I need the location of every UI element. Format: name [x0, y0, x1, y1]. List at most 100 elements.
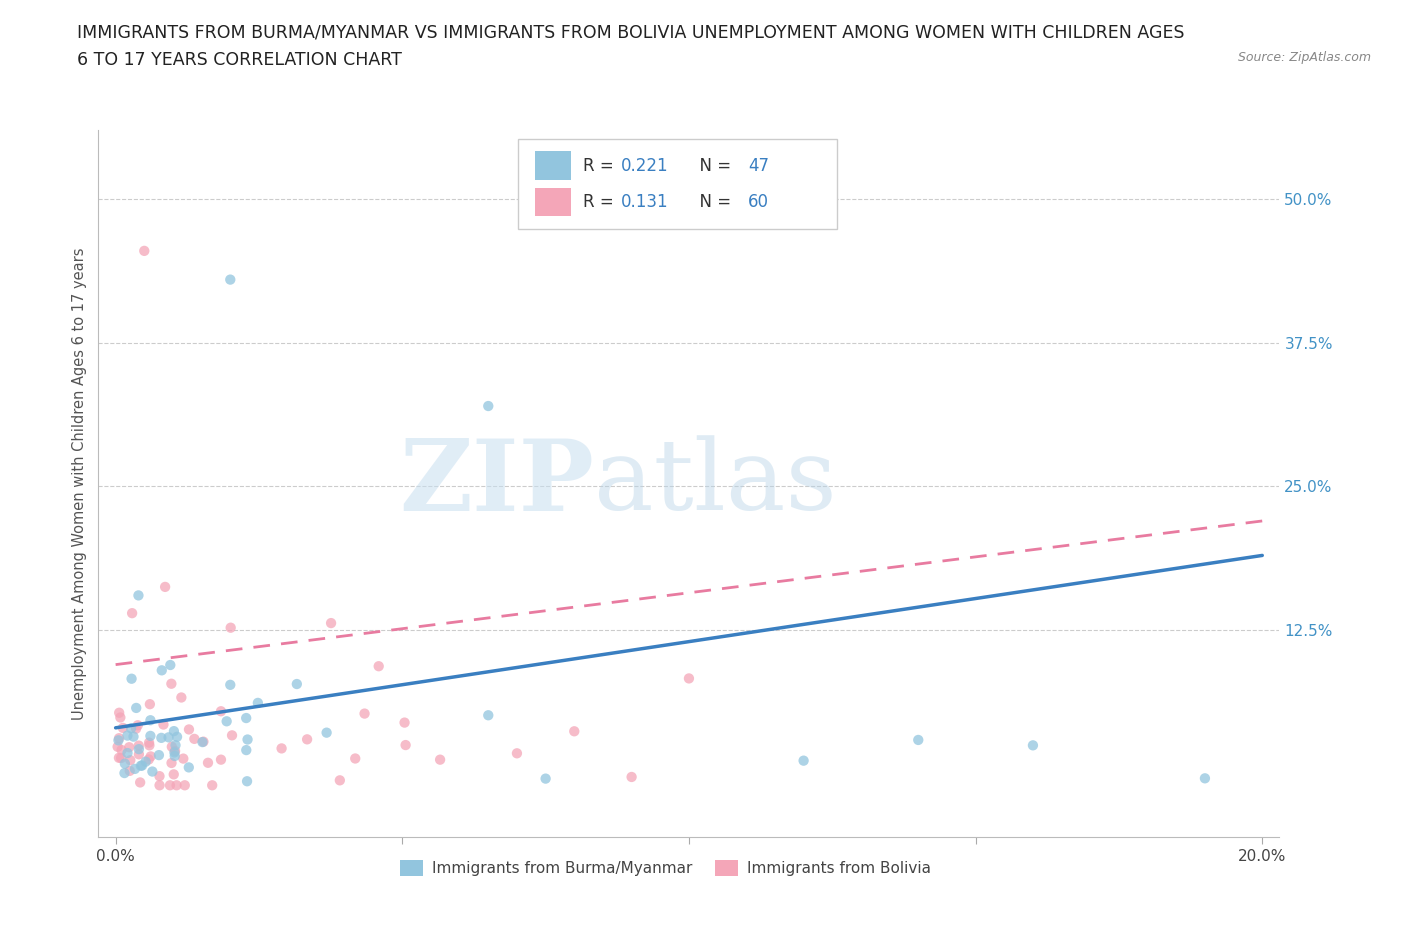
Point [138, 736, 160, 751]
Point [108, 705, 131, 720]
Point [235, 711, 257, 725]
Point [678, 671, 700, 685]
Point [131, 758, 153, 773]
Point [329, 773, 352, 788]
Point [152, 717, 174, 732]
Point [160, 739, 183, 754]
Text: N =: N = [689, 193, 737, 211]
Point [170, 690, 193, 705]
Point [367, 658, 389, 673]
Point [160, 755, 183, 770]
Point [117, 746, 139, 761]
Point [107, 739, 129, 754]
Point [353, 706, 375, 721]
Point [163, 724, 186, 738]
Text: 60: 60 [748, 193, 769, 211]
Point [110, 710, 132, 724]
Point [219, 620, 242, 635]
Point [620, 769, 643, 784]
Point [120, 752, 142, 767]
Point [166, 777, 188, 792]
Point [139, 749, 162, 764]
Point [562, 724, 585, 738]
Point [107, 733, 129, 748]
Point [166, 729, 188, 744]
Point [163, 749, 186, 764]
Text: IMMIGRANTS FROM BURMA/MYANMAR VS IMMIGRANTS FROM BOLIVIA UNEMPLOYMENT AMONG WOME: IMMIGRANTS FROM BURMA/MYANMAR VS IMMIGRA… [77, 23, 1185, 41]
Text: Source: ZipAtlas.com: Source: ZipAtlas.com [1237, 51, 1371, 64]
Text: atlas: atlas [595, 435, 837, 532]
Point [122, 729, 145, 744]
Point [110, 742, 132, 757]
Point [128, 747, 150, 762]
Point [111, 721, 134, 736]
Legend: Immigrants from Burma/Myanmar, Immigrants from Bolivia: Immigrants from Burma/Myanmar, Immigrant… [394, 854, 938, 883]
Point [219, 272, 242, 287]
Text: ZIP: ZIP [399, 435, 595, 532]
Point [148, 748, 170, 763]
Text: 47: 47 [748, 156, 769, 175]
Point [114, 756, 136, 771]
Point [197, 755, 219, 770]
Point [1194, 771, 1216, 786]
Point [160, 676, 183, 691]
Point [235, 743, 257, 758]
Point [191, 735, 214, 750]
Point [139, 728, 162, 743]
Point [173, 777, 195, 792]
Point [534, 771, 557, 786]
Point [215, 714, 238, 729]
FancyBboxPatch shape [536, 152, 571, 179]
Point [150, 730, 173, 745]
Point [148, 777, 170, 792]
Point [153, 579, 176, 594]
Point [319, 616, 342, 631]
Text: N =: N = [689, 156, 737, 175]
Point [121, 671, 143, 686]
Point [219, 677, 242, 692]
Point [201, 777, 224, 792]
Point [177, 722, 200, 737]
Text: 6 TO 17 YEARS CORRELATION CHART: 6 TO 17 YEARS CORRELATION CHART [77, 51, 402, 69]
Point [150, 663, 173, 678]
Point [270, 741, 292, 756]
Point [139, 697, 162, 711]
FancyBboxPatch shape [517, 139, 837, 229]
Text: R =: R = [582, 156, 619, 175]
Point [163, 767, 186, 782]
Point [236, 732, 259, 747]
Point [394, 715, 416, 730]
Point [148, 769, 170, 784]
Point [159, 658, 181, 672]
Point [134, 244, 156, 259]
Point [108, 731, 131, 746]
Point [108, 751, 131, 765]
Point [793, 753, 815, 768]
Point [141, 764, 163, 779]
Point [157, 730, 180, 745]
Point [315, 725, 337, 740]
Point [183, 731, 205, 746]
Point [135, 754, 157, 769]
Point [344, 751, 367, 766]
Point [209, 704, 232, 719]
Point [907, 733, 929, 748]
Point [129, 758, 152, 773]
Text: R =: R = [582, 193, 619, 211]
Point [172, 751, 194, 766]
Point [125, 700, 148, 715]
Point [246, 696, 269, 711]
Point [477, 399, 499, 414]
Point [477, 708, 499, 723]
Point [129, 775, 152, 790]
Point [506, 746, 529, 761]
Point [209, 752, 232, 767]
Point [127, 718, 149, 733]
Point [165, 744, 187, 759]
Point [125, 722, 148, 737]
Point [118, 764, 141, 778]
Point [110, 751, 132, 765]
Point [159, 777, 181, 792]
Point [295, 732, 318, 747]
Text: 0.131: 0.131 [620, 193, 668, 211]
